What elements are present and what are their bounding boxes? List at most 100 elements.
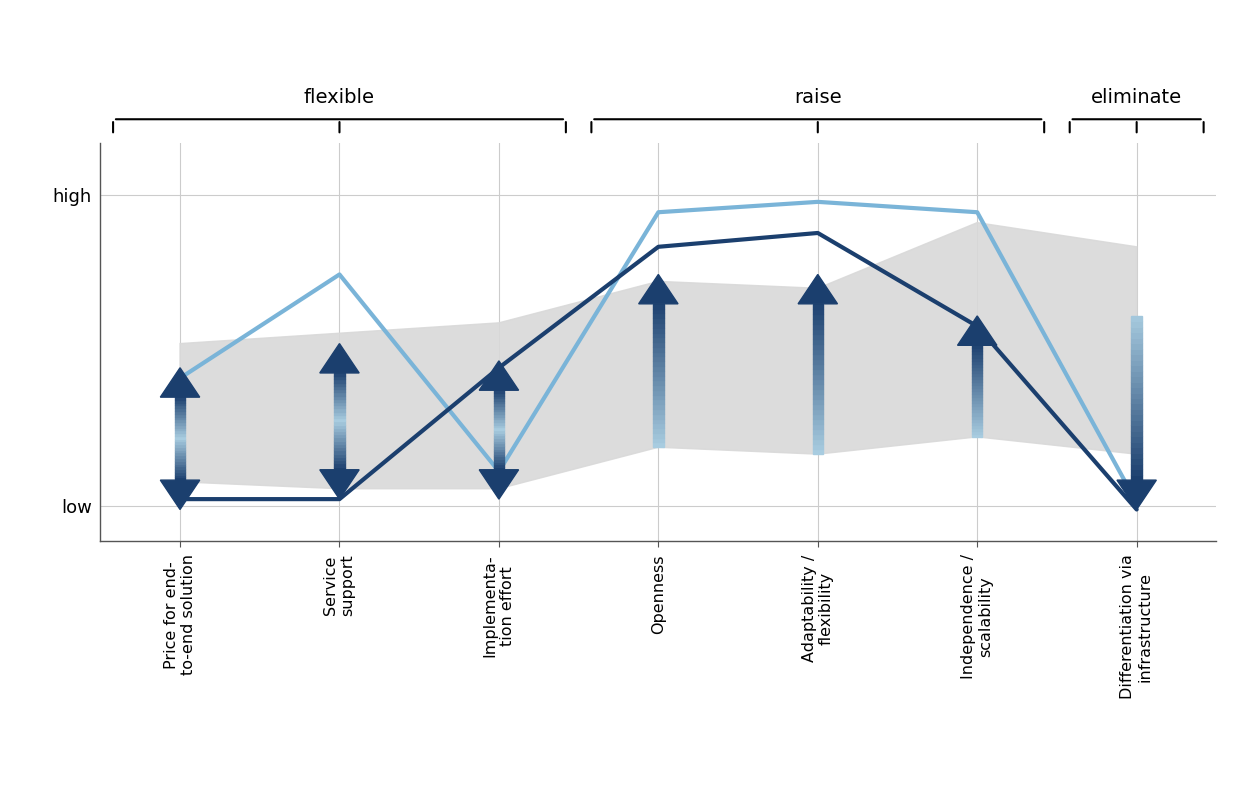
Bar — [653, 409, 663, 414]
Bar — [494, 448, 504, 452]
Bar — [653, 356, 663, 361]
Text: raise: raise — [794, 88, 841, 107]
Bar — [174, 444, 186, 447]
Bar — [813, 339, 823, 344]
Bar — [813, 344, 823, 349]
Bar — [174, 433, 186, 436]
Bar — [972, 421, 982, 425]
Bar — [1131, 431, 1142, 436]
Bar — [335, 415, 345, 418]
Bar — [335, 386, 345, 389]
Polygon shape — [161, 368, 199, 398]
Bar — [813, 354, 823, 359]
Bar — [972, 434, 982, 437]
Bar — [972, 361, 982, 363]
Bar — [174, 471, 186, 475]
Bar — [335, 373, 345, 376]
Bar — [813, 394, 823, 399]
Bar — [494, 444, 504, 446]
Bar — [174, 405, 186, 408]
Bar — [494, 406, 504, 409]
Bar — [972, 425, 982, 428]
Bar — [972, 366, 982, 370]
Bar — [653, 351, 663, 356]
Bar — [1131, 359, 1142, 365]
Bar — [494, 438, 504, 440]
Bar — [653, 313, 663, 318]
Bar — [1131, 376, 1142, 382]
Bar — [972, 400, 982, 403]
Bar — [972, 376, 982, 379]
Bar — [972, 358, 982, 361]
Bar — [335, 389, 345, 392]
Polygon shape — [638, 274, 678, 304]
Bar — [813, 369, 823, 374]
Bar — [335, 399, 345, 402]
Bar — [335, 440, 345, 444]
Bar — [494, 425, 504, 428]
Bar — [494, 404, 504, 406]
Bar — [813, 399, 823, 404]
Bar — [174, 439, 186, 441]
Bar — [813, 324, 823, 329]
Polygon shape — [958, 316, 997, 345]
Text: eliminate: eliminate — [1091, 88, 1183, 107]
Bar — [653, 337, 663, 342]
Bar — [174, 456, 186, 458]
Bar — [335, 405, 345, 409]
Bar — [335, 421, 345, 425]
Bar — [335, 396, 345, 399]
Bar — [174, 419, 186, 422]
Bar — [653, 375, 663, 380]
Bar — [972, 345, 982, 348]
Bar — [494, 412, 504, 414]
Bar — [174, 463, 186, 467]
Bar — [972, 355, 982, 358]
Polygon shape — [320, 470, 359, 499]
Bar — [653, 347, 663, 351]
Bar — [1131, 393, 1142, 398]
Bar — [335, 379, 345, 382]
Bar — [972, 388, 982, 391]
Bar — [813, 414, 823, 419]
Bar — [494, 467, 504, 470]
Bar — [494, 420, 504, 422]
Bar — [653, 366, 663, 370]
Bar — [972, 370, 982, 373]
Bar — [1131, 365, 1142, 370]
Bar — [174, 417, 186, 419]
Bar — [174, 403, 186, 405]
Bar — [1131, 463, 1142, 469]
Bar — [653, 304, 663, 308]
Bar — [335, 454, 345, 457]
Bar — [972, 385, 982, 388]
Bar — [653, 380, 663, 385]
Bar — [1131, 355, 1142, 359]
Bar — [335, 376, 345, 379]
Bar — [1131, 452, 1142, 458]
Bar — [813, 389, 823, 394]
Bar — [972, 416, 982, 419]
Bar — [653, 370, 663, 375]
Bar — [813, 374, 823, 379]
Bar — [1131, 469, 1142, 475]
Bar — [494, 436, 504, 438]
Bar — [1131, 349, 1142, 355]
Bar — [174, 475, 186, 477]
Bar — [494, 452, 504, 454]
Bar — [335, 382, 345, 386]
Bar — [335, 447, 345, 451]
Bar — [813, 314, 823, 319]
Bar — [972, 398, 982, 400]
Bar — [1131, 338, 1142, 343]
Bar — [174, 428, 186, 430]
Bar — [1131, 387, 1142, 393]
Bar — [335, 428, 345, 431]
Bar — [494, 409, 504, 412]
Bar — [335, 434, 345, 437]
Bar — [1131, 409, 1142, 414]
Bar — [174, 452, 186, 456]
Polygon shape — [181, 223, 1136, 489]
Bar — [1131, 343, 1142, 349]
Bar — [174, 422, 186, 425]
